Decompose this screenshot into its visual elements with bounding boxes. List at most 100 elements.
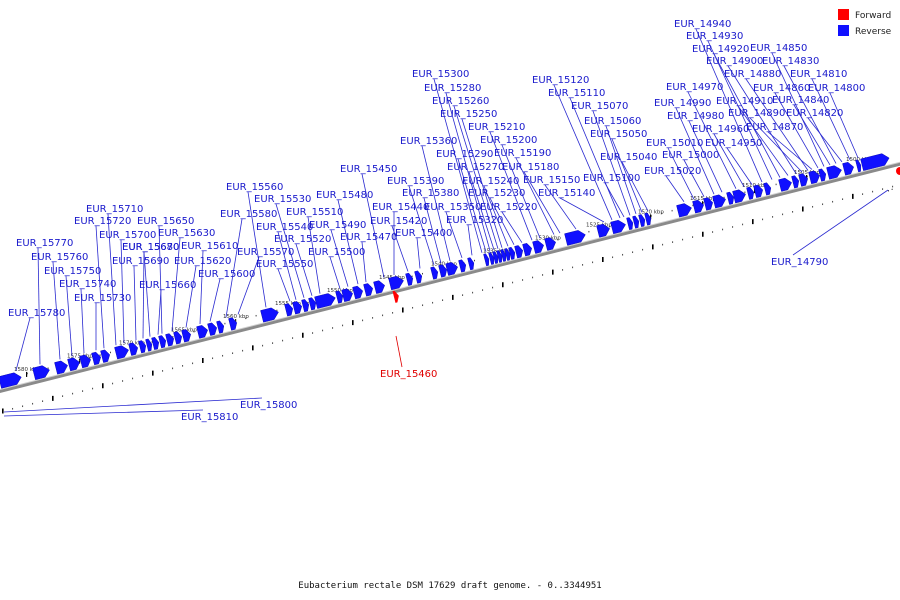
leader-line: [408, 185, 435, 266]
gene-label-eur-15750: EUR_15750: [44, 266, 101, 277]
legend-forward-swatch: [838, 9, 849, 20]
leader-line: [688, 120, 723, 193]
inner-track-tick: [212, 357, 214, 360]
gene-label-eur-15690: EUR_15690: [112, 256, 169, 267]
inner-track-tick: [812, 205, 814, 208]
gene-arrow-shape: [54, 360, 68, 375]
gene-arrow-eur-15350: [458, 259, 467, 273]
gene-arrow-eur-15240: [508, 247, 516, 260]
gene-arrow-eur-15400: [414, 270, 423, 284]
inner-track-tick: [342, 324, 344, 327]
gene-arrow-eur-15510: [314, 293, 336, 309]
gene-arrow-shape: [79, 354, 91, 369]
gene-arrow-shape: [532, 240, 544, 254]
scale-minor-dot: [806, 175, 808, 178]
leader-line: [391, 225, 409, 272]
gene-arrow-eur-15460: [392, 290, 399, 303]
leader-line: [307, 216, 321, 294]
gene-arrow-shape: [703, 197, 713, 211]
gene-arrow-eur-15150: [610, 219, 626, 235]
leader-line: [445, 92, 491, 251]
gene-arrow-eur-15530: [301, 299, 310, 313]
inner-track-tick: [772, 216, 774, 218]
gene-arrow-eur-15140: [626, 217, 634, 230]
gene-arrow-eur-15690: [138, 340, 147, 354]
gene-arrow-shape: [855, 159, 862, 173]
inner-track-tick: [272, 342, 274, 344]
inner-track-tick: [152, 370, 154, 376]
gene-label-eur-15500: EUR_15500: [308, 247, 365, 258]
inner-track-tick: [232, 352, 234, 355]
scale-minor-dot: [422, 272, 423, 275]
scale-minor-dot: [99, 354, 101, 356]
inner-track-tick: [172, 367, 174, 370]
inner-track-tick: [542, 274, 544, 276]
leader-line: [515, 157, 555, 235]
inner-track-tick: [112, 382, 114, 385]
gene-arrow-eur-15700: [128, 342, 138, 356]
leader-line: [65, 275, 73, 357]
gene-label-eur-15650: EUR_15650: [137, 216, 194, 227]
gene-label-eur-14810: EUR_14810: [790, 69, 847, 80]
gene-arrow-shape: [483, 253, 490, 267]
leader-line: [771, 52, 825, 167]
gene-label-eur-14800: EUR_14800: [808, 83, 865, 94]
gene-arrow-shape: [676, 203, 692, 218]
inner-track-tick: [262, 344, 264, 347]
gene-label-eur-15290: EUR_15290: [436, 149, 493, 160]
leader-line: [445, 211, 463, 258]
leader-line: [489, 131, 533, 241]
inner-track-tick: [612, 256, 614, 259]
gene-arrow-shape: [610, 219, 626, 235]
gene-arrow-shape: [492, 251, 499, 264]
gene-label-eur-15450: EUR_15450: [340, 164, 397, 175]
gene-label-eur-15020: EUR_15020: [644, 166, 701, 177]
leader-line: [157, 289, 162, 335]
inner-track-tick: [422, 304, 424, 307]
inner-track-tick: [482, 289, 484, 291]
gene-arrow-shape: [508, 247, 516, 260]
gene-label-eur-14900: EUR_14900: [706, 56, 763, 67]
gene-label-eur-15800: EUR_15800: [240, 400, 297, 411]
leader-line: [185, 265, 197, 328]
gene-label-eur-15560: EUR_15560: [226, 182, 283, 193]
genome-backbone: [0, 161, 900, 393]
gene-arrow-eur-15190: [564, 230, 586, 246]
scale-minor-dot: [661, 212, 663, 215]
gene-arrow-shape: [763, 182, 772, 196]
gene-arrow-eur-15220: [522, 243, 532, 257]
inner-track-tick: [192, 362, 194, 365]
leader-line: [3, 409, 204, 417]
gene-arrow-eur-15480: [352, 285, 363, 300]
gene-arrow-eur-15740: [79, 354, 91, 369]
backbone-bar: [0, 162, 900, 393]
inner-track-tick: [622, 253, 624, 256]
scale-minor-dot: [224, 322, 226, 325]
scale-tick-label: 1515 kbp: [690, 196, 716, 202]
gene-label-eur-15470: EUR_15470: [340, 232, 397, 243]
gene-arrow-eur-14950: [798, 173, 808, 187]
leader-line: [501, 211, 523, 243]
inner-track-tick: [252, 345, 254, 351]
gene-label-eur-15770: EUR_15770: [16, 238, 73, 249]
scale-tick-mark: [650, 214, 652, 220]
inner-track-tick: [512, 281, 514, 284]
gene-arrow-shape: [692, 199, 704, 214]
inner-track-tick: [432, 301, 434, 304]
gene-label-eur-15380: EUR_15380: [402, 188, 459, 199]
gene-arrow-shape: [216, 320, 225, 334]
gene-arrow-eur-15490: [341, 288, 353, 302]
gene-arrow-shape: [438, 264, 448, 278]
gene-label-eur-15220: EUR_15220: [480, 202, 537, 213]
gene-arrow-shape: [100, 349, 110, 363]
gene-arrow-eur-15760: [54, 360, 68, 375]
gene-labels: EUR_15780 EUR_15770 EUR_15760 EUR_15750 EUR_…: [8, 19, 865, 423]
leader-line: [501, 144, 541, 239]
gene-arrow-eur-15600: [207, 322, 217, 336]
leader-line: [745, 78, 809, 171]
gene-arrow-shape: [292, 301, 302, 315]
gene-arrow-shape: [165, 333, 175, 347]
gene-arrow-shape: [626, 217, 634, 230]
gene-arrow-eur-15200: [544, 237, 556, 251]
gene-label-eur-15710: EUR_15710: [86, 204, 143, 215]
